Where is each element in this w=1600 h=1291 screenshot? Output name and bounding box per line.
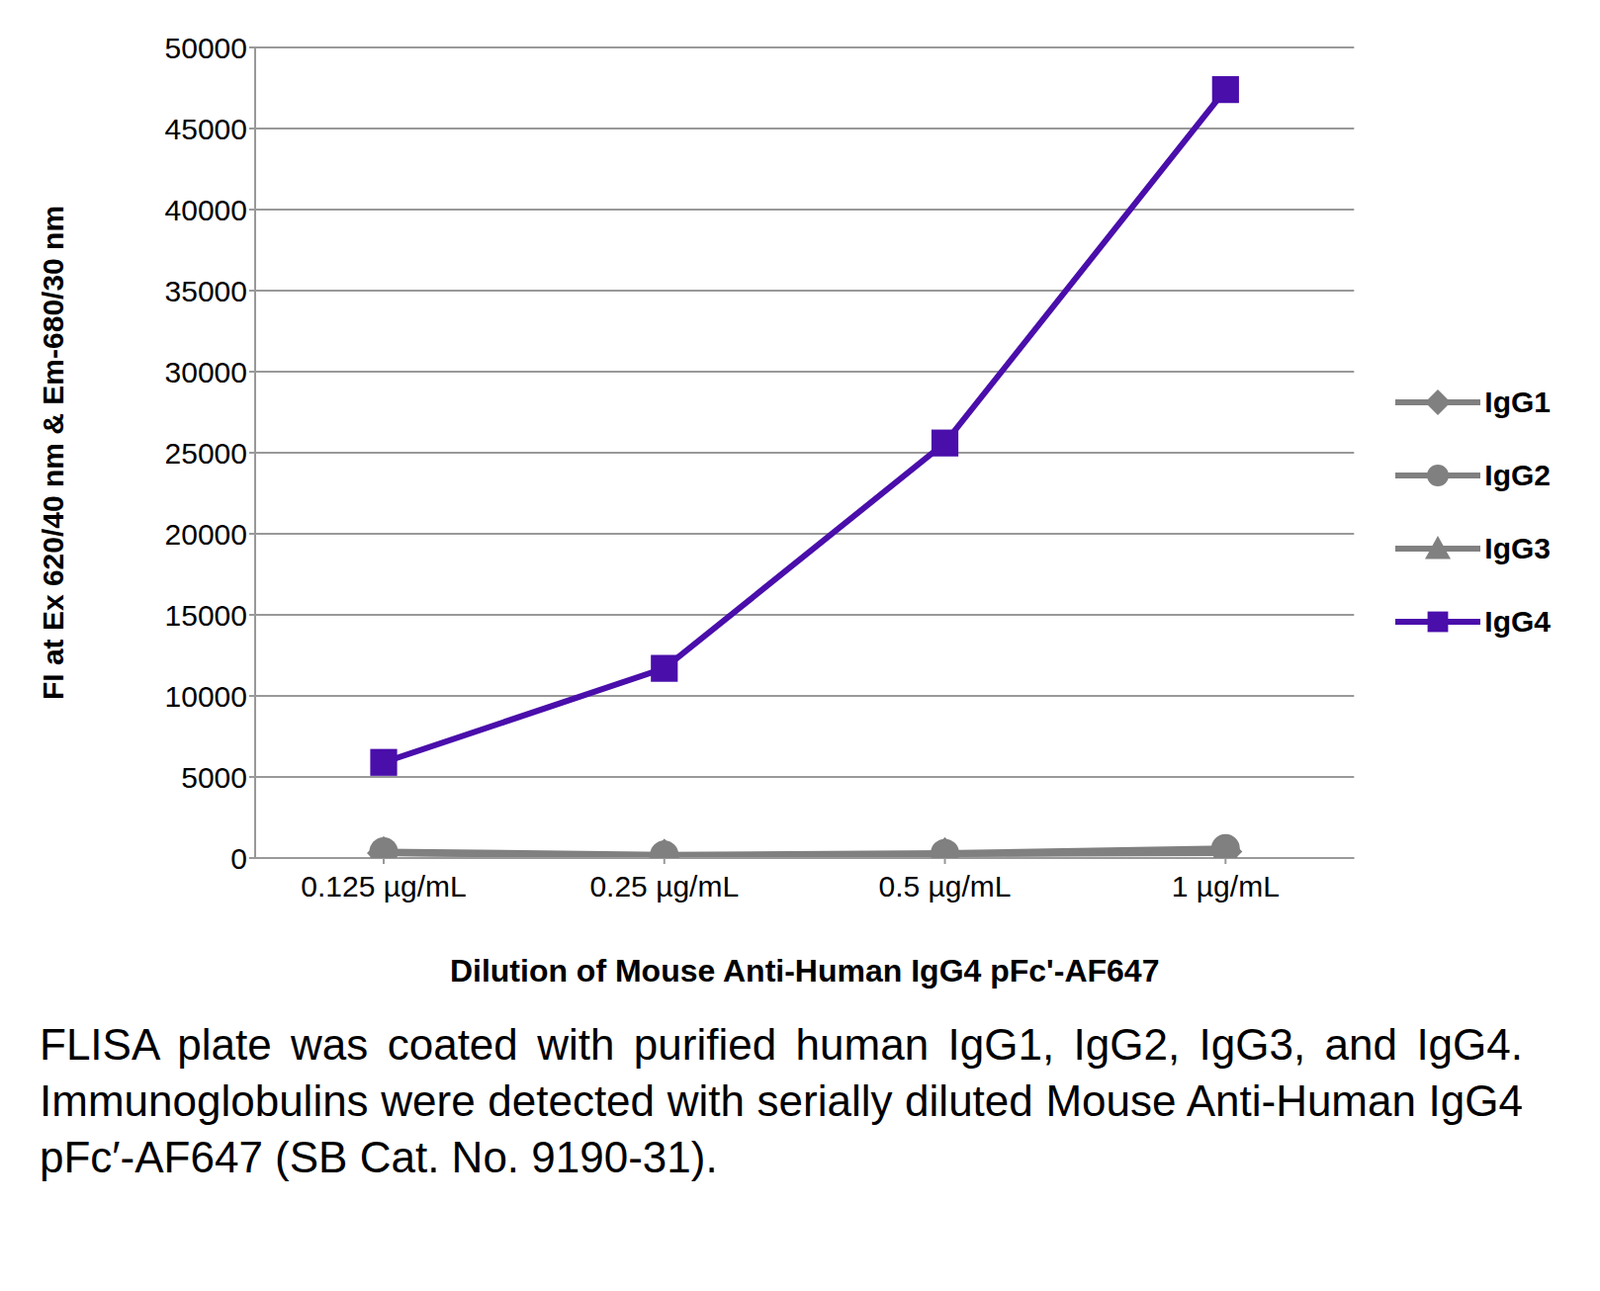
html-text:IgG3: IgG3 — [1484, 532, 1551, 565]
svg-text:10000: 10000 — [165, 680, 248, 713]
svg-text:15000: 15000 — [165, 599, 248, 632]
html-text:IgG1: IgG1 — [1484, 385, 1551, 419]
svg-text:20000: 20000 — [165, 518, 248, 551]
html-text:IgG2: IgG2 — [1484, 458, 1551, 492]
svg-text:50000: 50000 — [165, 31, 248, 65]
html-text:FLISA plate was coated with pu: FLISA plate was coated with purified hum… — [39, 1020, 1523, 1183]
svg-text:25000: 25000 — [165, 437, 248, 470]
html-text:IgG4: IgG4 — [1484, 605, 1551, 638]
svg-text:0: 0 — [230, 842, 248, 876]
svg-text:FI at Ex 620/40 nm & Em-680/30: FI at Ex 620/40 nm & Em-680/30 nm — [36, 205, 70, 701]
svg-text:Dilution of Mouse Anti-Human I: Dilution of Mouse Anti-Human IgG4 pFc'-A… — [449, 953, 1160, 989]
svg-text:0.5 µg/mL: 0.5 µg/mL — [879, 870, 1012, 903]
svg-text:30000: 30000 — [165, 355, 248, 389]
svg-text:0.25 µg/mL: 0.25 µg/mL — [589, 870, 739, 903]
svg-text:35000: 35000 — [165, 274, 248, 308]
svg-text:40000: 40000 — [165, 193, 248, 227]
svg-text:1 µg/mL: 1 µg/mL — [1171, 870, 1280, 903]
svg-text:5000: 5000 — [180, 761, 248, 795]
svg-text:45000: 45000 — [165, 112, 248, 146]
svg-text:0.125 µg/mL: 0.125 µg/mL — [300, 870, 466, 903]
